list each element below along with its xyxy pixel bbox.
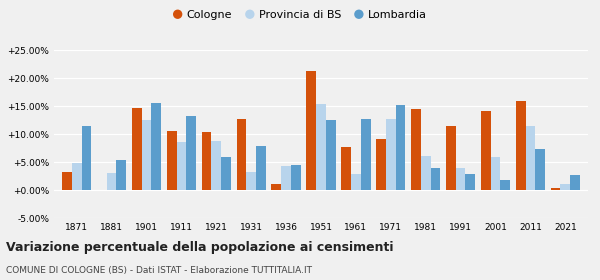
Bar <box>186 116 196 190</box>
Bar <box>236 119 247 190</box>
Bar <box>221 157 231 190</box>
Bar <box>516 101 526 190</box>
Bar <box>326 120 335 190</box>
Bar <box>361 119 371 190</box>
Bar <box>481 111 491 190</box>
Bar <box>116 160 126 190</box>
Bar <box>446 126 456 190</box>
Bar <box>176 142 186 190</box>
Bar <box>202 132 211 190</box>
Bar <box>82 126 91 190</box>
Bar <box>72 163 82 190</box>
Bar <box>491 157 500 190</box>
Bar <box>500 180 510 190</box>
Bar <box>570 175 580 190</box>
Bar <box>291 165 301 190</box>
Bar <box>351 174 361 190</box>
Bar <box>535 149 545 190</box>
Legend: Cologne, Provincia di BS, Lombardia: Cologne, Provincia di BS, Lombardia <box>169 6 431 25</box>
Bar <box>167 131 176 190</box>
Bar <box>395 105 406 190</box>
Bar <box>560 184 570 190</box>
Bar <box>386 119 395 190</box>
Bar <box>211 141 221 190</box>
Bar <box>341 147 351 190</box>
Text: COMUNE DI COLOGNE (BS) - Dati ISTAT - Elaborazione TUTTITALIA.IT: COMUNE DI COLOGNE (BS) - Dati ISTAT - El… <box>6 266 312 275</box>
Bar <box>256 146 266 190</box>
Bar <box>307 71 316 190</box>
Bar <box>281 166 291 190</box>
Bar <box>376 139 386 190</box>
Bar <box>247 172 256 190</box>
Bar <box>142 120 151 190</box>
Bar <box>456 168 466 190</box>
Bar <box>151 103 161 190</box>
Bar <box>316 104 326 190</box>
Bar <box>271 184 281 190</box>
Bar <box>107 173 116 190</box>
Bar <box>411 109 421 190</box>
Bar <box>431 168 440 190</box>
Text: Variazione percentuale della popolazione ai censimenti: Variazione percentuale della popolazione… <box>6 241 394 254</box>
Bar <box>526 126 535 190</box>
Bar <box>551 188 560 190</box>
Bar <box>421 156 431 190</box>
Bar <box>132 108 142 190</box>
Bar <box>466 174 475 190</box>
Bar <box>62 172 72 190</box>
